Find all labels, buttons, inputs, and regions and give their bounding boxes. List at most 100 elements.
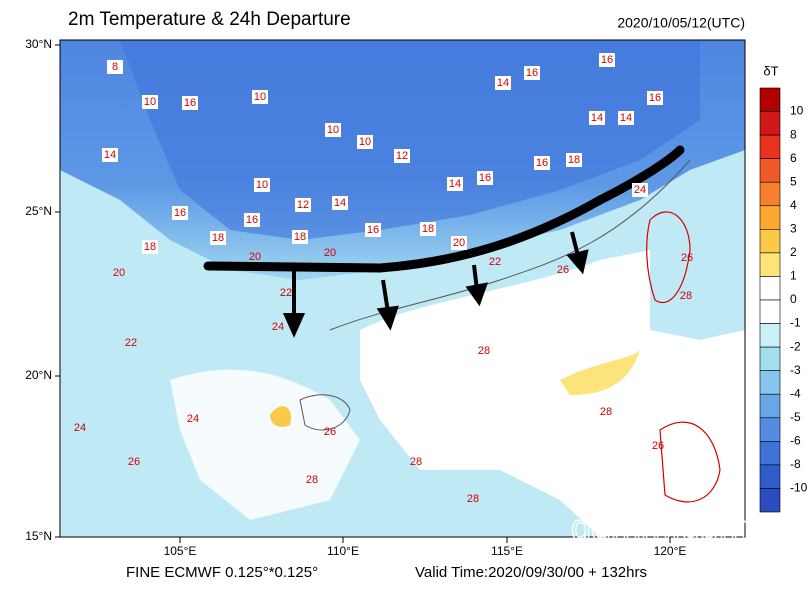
contour-label: 20 — [453, 237, 465, 249]
taiwan-contour — [646, 211, 691, 304]
colorbar-label: 5 — [790, 174, 797, 188]
contour-label-bg — [295, 198, 311, 212]
contour-label-bg — [589, 111, 605, 125]
contour-label: 18 — [294, 231, 306, 243]
contour-label-bg — [420, 222, 436, 236]
title: 2m Temperature & 24h Departure — [68, 9, 351, 30]
contour-label: 14 — [497, 77, 509, 89]
contour-label-bg — [534, 156, 550, 170]
contour-label: 14 — [449, 178, 461, 190]
contour-label: 28 — [410, 456, 422, 468]
colorbar-box — [759, 87, 781, 112]
colorbar-label: -3 — [790, 363, 801, 377]
contour-label-bg — [451, 236, 467, 250]
colorbar-box — [759, 441, 781, 466]
colorbar-box — [759, 276, 781, 301]
contour-label: 18 — [422, 223, 434, 235]
contour-label: 16 — [526, 67, 538, 79]
contour-label: 26 — [324, 426, 336, 438]
contour-label: 8 — [112, 61, 118, 73]
contour-label: 16 — [174, 207, 186, 219]
axes: 30°N 25°N 20°N 15°N 105°E 110°E 115°E 120°E — [25, 37, 686, 558]
contour-label-bg — [102, 148, 118, 162]
contour-label: 20 — [324, 247, 336, 259]
contour-label: 28 — [478, 345, 490, 357]
colorbar-box — [759, 488, 781, 513]
colorbar-label: 2 — [790, 245, 797, 259]
contour-label: 28 — [680, 290, 692, 302]
footer-valid: Valid Time:2020/09/30/00 + 132hrs — [415, 564, 647, 581]
colorbar-label: -1 — [790, 316, 801, 330]
contour-label-bg — [357, 135, 373, 149]
contour-label: 16 — [601, 54, 613, 66]
colorbar-box — [759, 417, 781, 442]
contour-label: 22 — [489, 256, 501, 268]
warm-anomaly — [270, 406, 291, 427]
contour-label: 12 — [297, 199, 309, 211]
front-line — [203, 145, 685, 273]
contour-label: 14 — [104, 149, 116, 161]
contour-label: 16 — [246, 214, 258, 226]
map-frame — [59, 39, 746, 538]
contour-label-bg — [495, 76, 511, 90]
contour-label: 18 — [568, 154, 580, 166]
colorbar-box — [759, 205, 781, 230]
contour-label: 16 — [536, 157, 548, 169]
colorbar-label: 10 — [790, 104, 804, 118]
contour-label-bg — [477, 171, 493, 185]
contour-label-bg — [332, 196, 348, 210]
colorbar-box — [759, 111, 781, 136]
lat-label: 25°N — [25, 204, 52, 218]
contour-label-bg — [524, 66, 540, 80]
contour-label-bg — [172, 206, 188, 220]
contour-label: 26 — [557, 264, 569, 276]
contour-label-bg — [566, 153, 582, 167]
contour-label: 14 — [334, 197, 346, 209]
colorbar-box — [759, 393, 781, 419]
colorbar-box — [759, 346, 781, 371]
contour-label: 10 — [254, 91, 266, 103]
contour-label-bg — [394, 149, 410, 163]
lat-label: 30°N — [25, 37, 52, 51]
hainan-coast — [299, 394, 351, 431]
colorbar-box — [759, 158, 781, 183]
contour-label: 28 — [467, 493, 479, 505]
lon-label: 110°E — [327, 544, 359, 558]
contour-label-bg — [254, 178, 270, 192]
lon-label: 120°E — [654, 544, 687, 558]
colorbar-box — [759, 252, 781, 277]
colorbar-title: δT — [763, 63, 778, 78]
contour-label-bg — [632, 183, 648, 197]
colorbar-label: 8 — [790, 127, 797, 141]
contour-label-bg — [142, 240, 158, 254]
contour-label-bg — [252, 90, 268, 104]
colorbar-label: -10 — [790, 481, 808, 495]
contour-label: 12 — [396, 150, 408, 162]
colorbar-box — [759, 229, 781, 254]
contour-label: 16 — [367, 224, 379, 236]
contour-label: 10 — [144, 96, 156, 108]
contour-label-bg — [244, 213, 260, 227]
contour-label-bg — [142, 95, 158, 109]
colorbar-box — [759, 464, 781, 489]
warm-patch — [170, 369, 360, 520]
contour-label: 18 — [144, 241, 156, 253]
contour-label: 24 — [74, 422, 86, 434]
contour-label-bg — [325, 123, 341, 137]
contour-label: 14 — [591, 112, 603, 124]
contour-label: 26 — [128, 456, 140, 468]
contour-label-bg — [292, 230, 308, 244]
contour-label: 26 — [652, 440, 664, 452]
contour-label: 28 — [600, 406, 612, 418]
footer-source: FINE ECMWF 0.125°*0.125° — [126, 564, 318, 581]
contour-label: 18 — [212, 232, 224, 244]
watermark: gdmm.com — [571, 507, 749, 548]
contour-label-bg — [447, 177, 463, 191]
colorbar-label: -2 — [790, 339, 801, 353]
contour-label: 16 — [479, 172, 491, 184]
colorbar-label: 0 — [790, 292, 797, 306]
contour-label: 24 — [634, 184, 646, 196]
colorbar-label: -8 — [790, 457, 801, 471]
contour-label-bg — [599, 53, 615, 67]
